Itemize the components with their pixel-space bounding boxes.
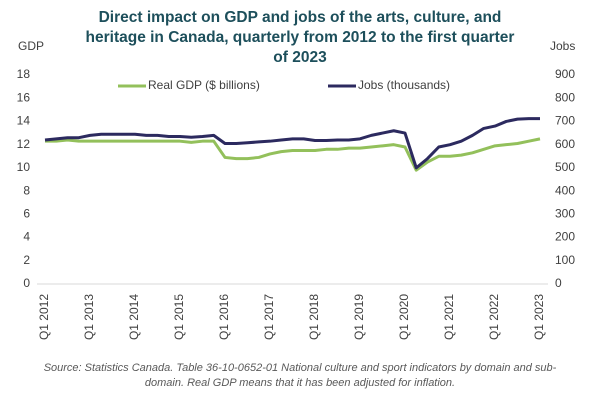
x-tick-label: Q1 2022: [487, 294, 501, 340]
y-tick-label: 14: [17, 114, 31, 128]
chart-title: Direct impact on GDP and jobs of the art…: [99, 9, 502, 26]
y2-tick-label: 0: [555, 276, 562, 290]
source-note: domain. Real GDP means that it has been …: [145, 377, 455, 389]
y2-tick-label: 800: [555, 90, 575, 104]
y2-tick-label: 100: [555, 253, 575, 267]
y-tick-label: 12: [17, 137, 31, 151]
y-tick-label: 2: [23, 253, 30, 267]
x-tick-label: Q1 2021: [442, 294, 456, 340]
source-note: Source: Statistics Canada. Table 36-10-0…: [44, 362, 557, 374]
y2-tick-label: 200: [555, 230, 575, 244]
series-line: [44, 117, 540, 170]
legend-label: Real GDP ($ billions): [148, 78, 260, 92]
x-tick-label: Q1 2017: [262, 294, 276, 340]
y-axis-title: GDP: [18, 39, 44, 53]
y2-tick-label: 300: [555, 207, 575, 221]
y2-tick-label: 600: [555, 137, 575, 151]
x-tick-label: Q1 2016: [217, 294, 231, 340]
y-tick-label: 16: [17, 90, 31, 104]
y2-tick-label: 400: [555, 183, 575, 197]
y-tick-label: 18: [17, 67, 31, 81]
y-tick-label: 10: [17, 160, 31, 174]
series-line: [45, 137, 541, 172]
x-tick-label: Q1 2023: [532, 294, 546, 340]
x-tick-label: Q1 2018: [307, 294, 321, 340]
y2-axis-title: Jobs: [550, 39, 575, 53]
x-tick-label: Q1 2020: [397, 294, 411, 340]
y2-tick-label: 500: [555, 160, 575, 174]
legend-label: Jobs (thousands): [358, 78, 450, 92]
y-tick-label: 8: [23, 183, 30, 197]
y2-tick-label: 700: [555, 114, 575, 128]
x-tick-label: Q1 2019: [352, 294, 366, 340]
y-tick-label: 0: [23, 276, 30, 290]
y-tick-label: 4: [23, 230, 30, 244]
y2-tick-label: 900: [555, 67, 575, 81]
y-tick-label: 6: [23, 207, 30, 221]
x-tick-label: Q1 2014: [127, 294, 141, 340]
x-tick-label: Q1 2013: [82, 294, 96, 340]
chart-title: heritage in Canada, quarterly from 2012 …: [86, 29, 515, 46]
chart-title: of 2023: [273, 49, 327, 66]
x-tick-label: Q1 2012: [37, 294, 51, 340]
x-tick-label: Q1 2015: [172, 294, 186, 340]
